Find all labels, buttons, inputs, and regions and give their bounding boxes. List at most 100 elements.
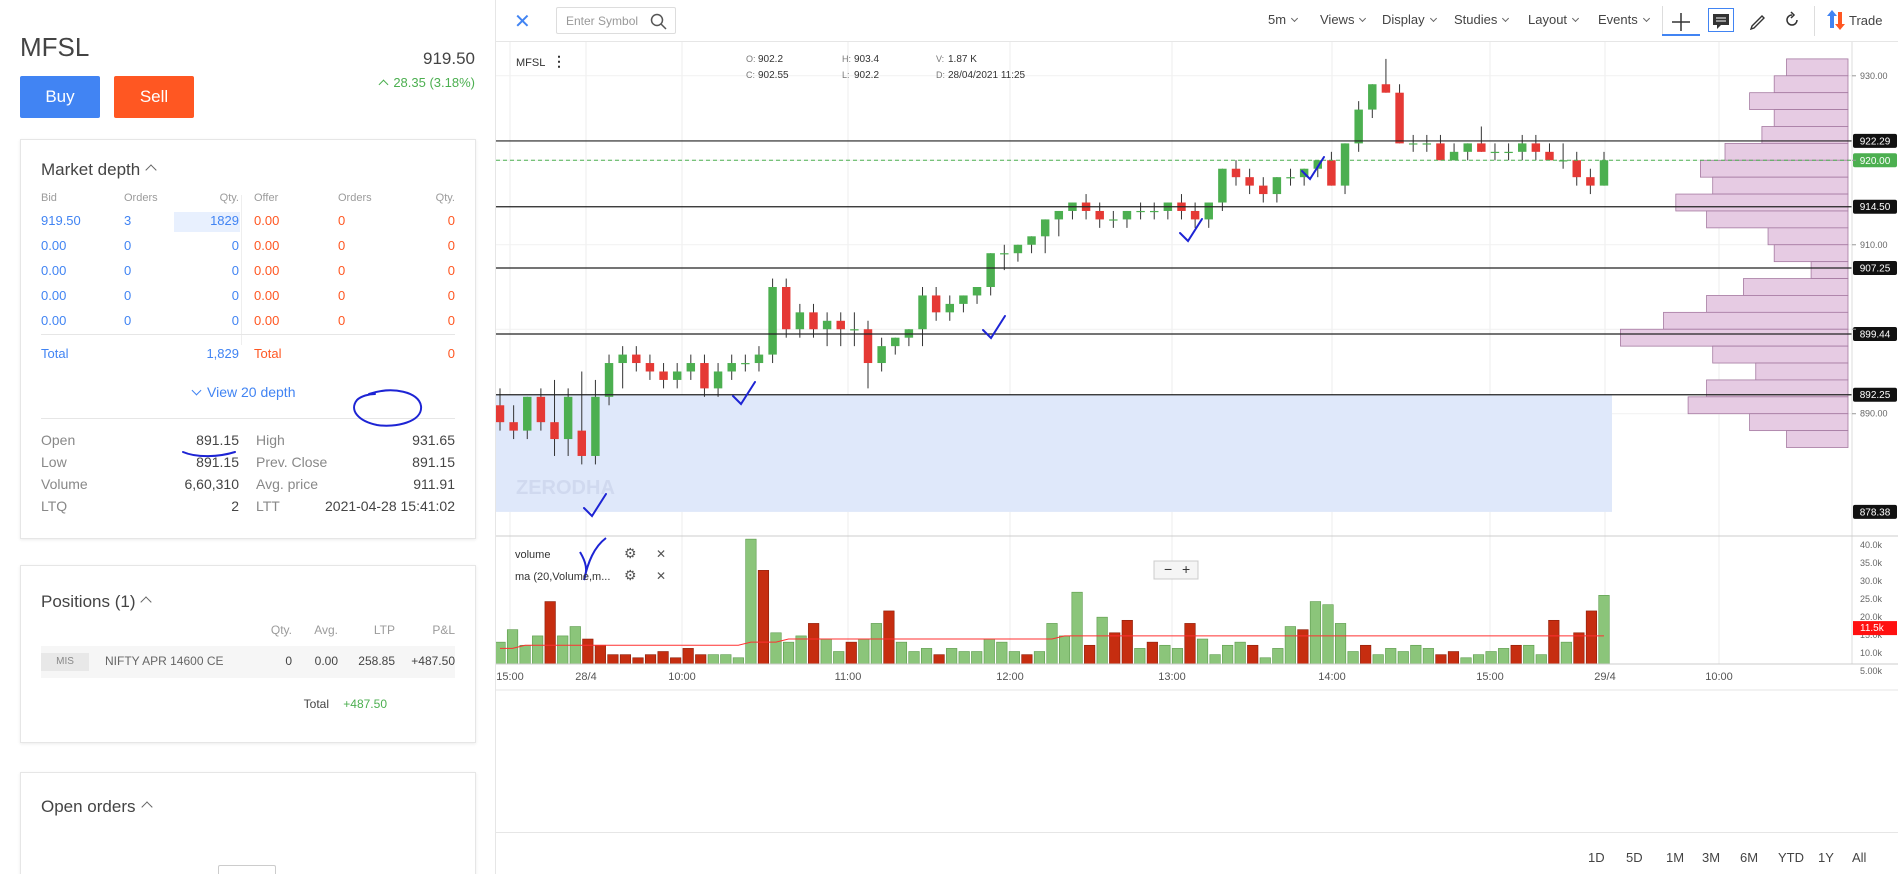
volume-profile-bar	[1663, 311, 1849, 330]
draw-button[interactable]	[1748, 10, 1768, 35]
depth-total-offer-qty: 0	[447, 346, 455, 361]
depth-offer-orders: 0	[338, 288, 346, 303]
comment-button[interactable]	[1708, 8, 1734, 32]
volume-bar	[1046, 623, 1058, 665]
volume-profile-bar	[1743, 278, 1849, 296]
timeframe-button-5d[interactable]: 5D	[1626, 850, 1643, 865]
volume-bar	[732, 657, 744, 665]
volume-bar	[1573, 632, 1585, 665]
candle-down	[1190, 210, 1200, 220]
candle-up	[727, 363, 736, 372]
symbol-search-input[interactable]: Enter Symbol	[556, 7, 676, 34]
candle-down	[1245, 177, 1254, 186]
ohlc-value-d: 28/04/2021 11:25	[948, 70, 1026, 81]
depth-total-label: Total	[41, 346, 69, 361]
timeframe-button-all[interactable]: All	[1852, 850, 1867, 865]
volume-bar	[920, 648, 933, 665]
timeframe-button-1d[interactable]: 1D	[1588, 850, 1605, 865]
positions-title[interactable]: Positions (1)	[41, 592, 153, 612]
chart-panel: ✕ Enter Symbol 5m Views Display Studies …	[496, 0, 1898, 874]
candle-up	[891, 337, 900, 347]
candle-up	[1449, 151, 1459, 161]
chevron-up-icon	[140, 801, 153, 813]
candle-down	[577, 430, 587, 456]
volume-bar	[532, 635, 544, 665]
candle-down	[1381, 84, 1391, 93]
volume-bar	[946, 648, 958, 665]
volume-profile-bar	[1786, 430, 1849, 448]
timeframe-button-1m[interactable]: 1M	[1666, 850, 1685, 865]
timeframe-button-ytd[interactable]: YTD	[1778, 850, 1804, 865]
volume-bar	[1209, 654, 1221, 665]
depth-offer-qty: 0	[447, 288, 455, 303]
views-dropdown[interactable]: Views	[1320, 12, 1367, 27]
studies-dropdown[interactable]: Studies	[1454, 12, 1510, 27]
volume-profile-bar	[1773, 244, 1849, 263]
sell-button[interactable]: Sell	[114, 76, 194, 118]
volume-bar	[983, 638, 995, 665]
zoom-controls	[1153, 560, 1199, 580]
close-icon: ✕	[656, 569, 666, 583]
time-axis-label: 14:00	[1318, 671, 1346, 683]
timeframe-button-3m[interactable]: 3M	[1702, 850, 1721, 865]
open-orders-title[interactable]: Open orders	[41, 797, 153, 817]
timeframe-button-6m[interactable]: 6M	[1740, 850, 1759, 865]
time-axis-label: 10:00	[668, 671, 696, 683]
volume-bar	[770, 632, 782, 665]
trade-button[interactable]: Trade	[1826, 8, 1882, 32]
volume-bar	[1084, 644, 1096, 665]
position-row[interactable]: MIS NIFTY APR 14600 CE 0 0.00 258.85 +48…	[41, 646, 455, 678]
volume-bar	[1309, 601, 1322, 665]
volume-bar	[1523, 644, 1535, 665]
buy-button[interactable]: Buy	[20, 76, 100, 118]
volume-bar	[1498, 648, 1510, 665]
candle-up	[959, 295, 968, 304]
ohlc-label-c: C:	[746, 70, 755, 80]
ohlc-value-h: 903.4	[854, 54, 879, 65]
price-axis-label: 910.00	[1860, 240, 1888, 250]
change-value: 28.35 (3.18%)	[393, 75, 475, 90]
volume-bar	[1460, 657, 1472, 665]
depth-offer-price: 0.00	[254, 288, 280, 303]
positions-header-pnl: P&L	[432, 623, 455, 637]
level-label-bg	[1853, 133, 1897, 148]
ohlc-value-c: 902.55	[758, 70, 789, 81]
volume-bar	[895, 641, 908, 665]
arrow-up-icon	[378, 79, 389, 90]
range-zone	[496, 394, 1612, 512]
candle-up	[1204, 202, 1213, 220]
volume-bar	[1385, 648, 1397, 665]
instrument-symbol: MFSL	[20, 32, 90, 62]
candle-up	[523, 396, 532, 431]
view-20-depth-link[interactable]: View 20 depth	[191, 384, 295, 400]
avg-price-value: 911.91	[413, 476, 455, 492]
crosshair-button[interactable]	[1662, 6, 1700, 36]
open-orders-title-text: Open orders	[41, 797, 136, 816]
candle-down	[1095, 210, 1104, 220]
candle-down	[1586, 177, 1595, 186]
candle-down	[809, 312, 818, 330]
level-label: 899.44	[1860, 329, 1891, 340]
candle-down	[1259, 185, 1268, 195]
volume-bar	[1096, 616, 1108, 665]
timeframe-button-1y[interactable]: 1Y	[1818, 850, 1834, 865]
candle-up	[1218, 168, 1227, 203]
volume-bar	[933, 654, 945, 665]
depth-bid-price: 0.00	[41, 288, 67, 303]
market-depth-title[interactable]: Market depth	[41, 160, 157, 180]
events-dropdown[interactable]: Events	[1598, 12, 1650, 27]
display-dropdown[interactable]: Display	[1382, 12, 1437, 27]
volume-bar	[1410, 644, 1422, 665]
candle-down	[1531, 143, 1541, 152]
prev-close-label: Prev. Close	[256, 454, 328, 470]
depth-bid-qty: 0	[231, 313, 239, 328]
close-icon[interactable]: ✕	[514, 11, 531, 33]
reset-button[interactable]	[1782, 10, 1802, 35]
positions-title-text: Positions (1)	[41, 592, 136, 611]
position-product-badge: MIS	[41, 653, 89, 671]
interval-dropdown[interactable]: 5m	[1268, 12, 1299, 27]
volume-last-label: 11.5k	[1860, 623, 1885, 634]
layout-dropdown[interactable]: Layout	[1528, 12, 1580, 27]
price-chart[interactable]: ZERODHA 922.29 920.00 914.50 907.25 899.44 892…	[496, 42, 1898, 832]
chart-toolbar: ✕ Enter Symbol 5m Views Display Studies …	[496, 0, 1898, 42]
